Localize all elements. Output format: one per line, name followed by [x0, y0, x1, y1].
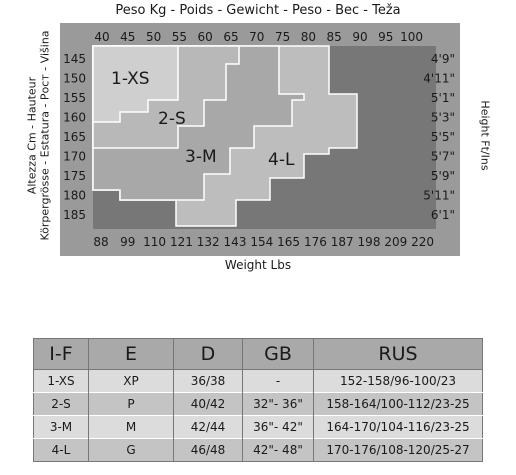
ft-tick-label: 5'11" — [423, 189, 455, 203]
bottom-title: Weight Lbs — [224, 258, 292, 272]
zone-1-xs — [92, 45, 179, 123]
table-header-row: I-F E D GB RUS — [33, 338, 483, 370]
kg-tick-label: 40 — [94, 30, 109, 44]
kg-tick-label: 55 — [172, 30, 187, 44]
cm-tick-label: 155 — [63, 91, 86, 105]
ft-tick-label: 5'7" — [431, 150, 455, 164]
ft-tick-label: 5'9" — [431, 169, 455, 183]
header-e: E — [88, 338, 174, 370]
lbs-tick-label: 88 — [93, 235, 108, 249]
left-title-line1: Altezza Cm - Hauteur — [25, 76, 39, 195]
kg-tick-label: 75 — [275, 30, 290, 44]
cm-tick-label: 145 — [63, 52, 86, 66]
left-title-line2: Körpergrösse - Estatura - Рост - Višina — [38, 30, 52, 241]
table-cell: 164-170/104-116/23-25 — [313, 415, 483, 439]
header-rus: RUS — [313, 338, 483, 370]
ft-tick-label: 6'1" — [431, 208, 455, 222]
header-gb: GB — [242, 338, 314, 370]
size-zone-label: 3-M — [185, 147, 217, 167]
table-cell: M — [88, 415, 174, 439]
kg-tick-label: 95 — [378, 30, 393, 44]
kg-tick-label: 65 — [223, 30, 238, 44]
table-row: 2-S P 40/42 32"- 36" 158-164/100-112/23-… — [33, 392, 483, 416]
table-cell: 158-164/100-112/23-25 — [313, 392, 483, 416]
cm-tick-label: 185 — [63, 208, 86, 222]
lbs-tick-label: 154 — [250, 235, 273, 249]
lbs-tick-label: 187 — [331, 235, 354, 249]
ft-tick-label: 5'1" — [431, 91, 455, 105]
kg-tick-label: 50 — [146, 30, 161, 44]
lbs-tick-label: 132 — [197, 235, 220, 249]
ft-tick-label: 5'5" — [431, 130, 455, 144]
kg-tick-label: 100 — [400, 30, 423, 44]
table-cell: 40/42 — [173, 392, 243, 416]
table-cell: 3-M — [33, 415, 89, 439]
table-cell: 36"- 42" — [242, 415, 314, 439]
table-cell: 1-XS — [33, 369, 89, 393]
table-cell: 32"- 36" — [242, 392, 314, 416]
table-cell: 152-158/96-100/23 — [313, 369, 483, 393]
header-if: I-F — [33, 338, 89, 370]
size-chart: 1-XS 2-S 3-M 4-L 40 45 50 55 60 65 70 75 80 85 90 95 100… — [60, 23, 460, 256]
lbs-tick-label: 99 — [120, 235, 135, 249]
table-cell: 170-176/108-120/25-27 — [313, 438, 483, 462]
lbs-tick-label: 121 — [170, 235, 193, 249]
size-zone-label: 4-L — [268, 150, 295, 170]
lbs-tick-label: 220 — [411, 235, 434, 249]
cm-tick-label: 170 — [63, 150, 86, 164]
kg-tick-label: 80 — [301, 30, 316, 44]
table-cell: 4-L — [33, 438, 89, 462]
table-cell: G — [88, 438, 174, 462]
ft-tick-label: 4'9" — [431, 52, 455, 66]
size-conversion-table: I-F E D GB RUS 1-XS XP 36/38 - 152-158/9… — [33, 338, 483, 462]
lbs-tick-label: 143 — [224, 235, 247, 249]
lbs-tick-label: 198 — [358, 235, 381, 249]
cm-tick-label: 180 — [63, 189, 86, 203]
table-cell: 36/38 — [173, 369, 243, 393]
lbs-tick-label: 110 — [143, 235, 166, 249]
table-row: 1-XS XP 36/38 - 152-158/96-100/23 — [33, 369, 483, 393]
cm-tick-label: 175 — [63, 169, 86, 183]
table-cell: 2-S — [33, 392, 89, 416]
table-row: 4-L G 46/48 42"- 48" 170-176/108-120/25-… — [33, 438, 483, 462]
size-zone-label: 1-XS — [111, 69, 150, 89]
cm-tick-label: 165 — [63, 130, 86, 144]
lbs-tick-label: 209 — [384, 235, 407, 249]
kg-tick-label: 45 — [120, 30, 135, 44]
right-title: Height Ft/Ins — [478, 100, 492, 171]
table-row: 3-M M 42/44 36"- 42" 164-170/104-116/23-… — [33, 415, 483, 439]
table-cell: 42/44 — [173, 415, 243, 439]
table-cell: P — [88, 392, 174, 416]
size-zone-label: 2-S — [158, 109, 186, 129]
ft-tick-label: 5'3" — [431, 111, 455, 125]
kg-tick-label: 60 — [198, 30, 213, 44]
ft-tick-label: 4'11" — [423, 72, 455, 86]
table-cell: XP — [88, 369, 174, 393]
header-d: D — [173, 338, 243, 370]
table-cell: 46/48 — [173, 438, 243, 462]
kg-tick-label: 90 — [352, 30, 367, 44]
lbs-tick-label: 165 — [277, 235, 300, 249]
cm-tick-label: 160 — [63, 111, 86, 125]
cm-tick-label: 150 — [63, 72, 86, 86]
kg-tick-label: 70 — [249, 30, 264, 44]
top-title: Peso Kg - Poids - Gewicht - Peso - Bec -… — [115, 3, 401, 18]
table-cell: - — [242, 369, 314, 393]
kg-tick-label: 85 — [327, 30, 342, 44]
lbs-tick-label: 176 — [304, 235, 327, 249]
table-cell: 42"- 48" — [242, 438, 314, 462]
